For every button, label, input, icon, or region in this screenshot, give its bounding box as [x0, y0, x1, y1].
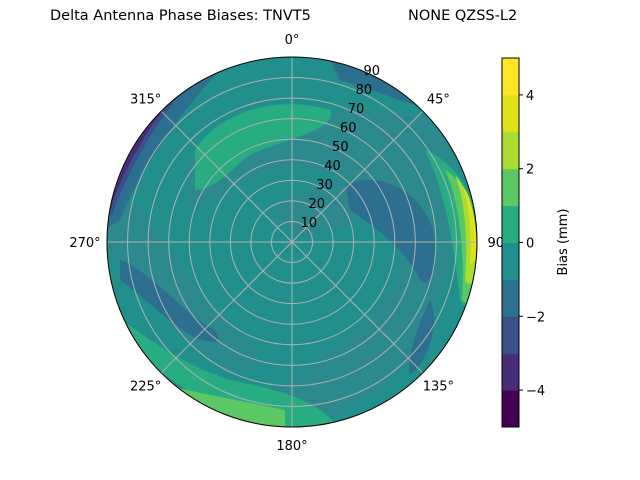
angular-tick-labels: 0°45°90°135°180°225°270°315° — [69, 33, 510, 454]
colorbar-segment — [502, 168, 519, 207]
contour-band-neg1-0 — [107, 201, 259, 373]
colorbar-segment — [502, 205, 519, 243]
radial-tick-label: 90 — [364, 64, 381, 79]
contour-band-neg2-neg1 — [409, 300, 434, 375]
angular-gridline — [160, 110, 424, 374]
radial-tick-labels: 10 20 30 40 50 60 70 80 90 — [301, 64, 380, 231]
colorbar-segment — [502, 242, 519, 280]
contour-band-neg2-neg1 — [107, 60, 230, 230]
radial-tick-label: 30 — [316, 178, 333, 193]
chart-subtitle: NONE QZSS-L2 — [408, 8, 518, 24]
contour-band-neg2-neg1 — [120, 260, 219, 342]
angular-tick-label: 45° — [427, 92, 450, 107]
colorbar-ticks: −4 −2 0 2 4 — [519, 89, 545, 399]
colorbar-label: Bias (mm) — [556, 209, 571, 276]
contour-band-neg2-neg1 — [345, 180, 436, 283]
angular-tick-label: 315° — [130, 92, 161, 107]
contour-band-1-2 — [120, 320, 340, 427]
colorbar-segment — [502, 316, 519, 354]
radial-tick-label: 10 — [301, 216, 318, 231]
contour-band-4-5 — [462, 185, 477, 265]
colorbar-tick-label: 0 — [526, 237, 534, 252]
angular-tick-label: 135° — [423, 380, 454, 395]
chart-title: Delta Antenna Phase Biases: TNVT5 — [50, 8, 311, 24]
colorbar-segment — [502, 390, 519, 428]
colorbar-tick-label: −4 — [526, 384, 545, 399]
colorbar-tick-label: 4 — [526, 89, 534, 104]
contour-band-1-2 — [195, 104, 332, 190]
polar-frame — [106, 56, 478, 428]
angular-tick-label: 225° — [130, 380, 161, 395]
radial-tick-label: 20 — [308, 197, 325, 212]
colorbar-tick-label: 2 — [526, 163, 534, 178]
colorbar-segment — [502, 94, 519, 133]
colorbar-tick-label: −2 — [526, 310, 545, 325]
angular-tick-label: 270° — [69, 236, 100, 251]
colorbar-segment — [502, 131, 519, 170]
colorbar — [502, 58, 519, 428]
colorbar-segment — [502, 353, 519, 391]
radial-tick-label: 50 — [332, 140, 349, 155]
radial-tick-label: 60 — [340, 121, 357, 136]
radial-tick-label: 80 — [356, 83, 373, 98]
angular-tick-label: 180° — [276, 439, 307, 454]
polar-grid — [106, 56, 478, 428]
colorbar-segment — [502, 279, 519, 317]
colorbar-segment — [502, 58, 519, 96]
radial-tick-label: 40 — [324, 159, 341, 174]
contour-band-neg3-neg2 — [107, 70, 200, 215]
angular-tick-label: 0° — [285, 33, 300, 48]
radial-tick-label: 70 — [348, 102, 365, 117]
